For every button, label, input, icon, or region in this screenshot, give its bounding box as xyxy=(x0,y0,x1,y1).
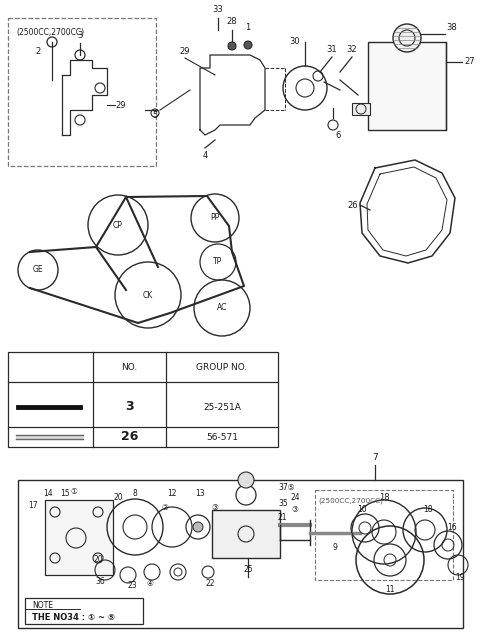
Text: ②: ② xyxy=(162,503,168,512)
Text: 9: 9 xyxy=(333,543,337,552)
Bar xyxy=(18,480,463,628)
Text: 37⑤: 37⑤ xyxy=(278,484,295,493)
Text: 32: 32 xyxy=(347,46,357,55)
Text: 21: 21 xyxy=(278,514,288,522)
Circle shape xyxy=(238,472,254,488)
Text: GROUP NO.: GROUP NO. xyxy=(196,363,248,372)
Text: 16: 16 xyxy=(447,524,457,533)
Text: 13: 13 xyxy=(195,489,205,498)
Text: ①: ① xyxy=(71,488,77,496)
Circle shape xyxy=(393,24,421,52)
Text: GE: GE xyxy=(33,266,43,275)
Text: 25: 25 xyxy=(243,566,253,574)
Text: 20: 20 xyxy=(93,555,103,564)
Text: 27: 27 xyxy=(465,58,475,67)
Text: 33: 33 xyxy=(213,6,223,15)
Circle shape xyxy=(193,522,203,532)
Text: 35: 35 xyxy=(278,498,288,507)
Text: 25-251A: 25-251A xyxy=(203,403,241,411)
Bar xyxy=(45,500,113,575)
Text: 7: 7 xyxy=(372,453,378,462)
Text: TP: TP xyxy=(214,257,223,266)
Bar xyxy=(352,103,370,115)
Text: NO.: NO. xyxy=(121,363,138,372)
Bar xyxy=(25,598,143,624)
Text: 56-571: 56-571 xyxy=(206,432,238,441)
Text: 15: 15 xyxy=(60,489,70,498)
Text: 12: 12 xyxy=(167,489,177,498)
Bar xyxy=(8,352,278,447)
Text: CK: CK xyxy=(143,290,153,299)
Text: 20: 20 xyxy=(113,493,123,503)
Text: NOTE: NOTE xyxy=(32,601,53,610)
Text: 17: 17 xyxy=(28,500,38,510)
Text: 11: 11 xyxy=(385,586,395,595)
Circle shape xyxy=(244,41,252,49)
Text: 24: 24 xyxy=(290,493,300,503)
Bar xyxy=(212,510,280,558)
Text: ③: ③ xyxy=(291,505,299,515)
Circle shape xyxy=(228,42,236,50)
Text: 26: 26 xyxy=(121,430,138,444)
Text: 29: 29 xyxy=(180,48,190,56)
Text: 5: 5 xyxy=(152,110,157,119)
Text: 6: 6 xyxy=(336,131,341,139)
Text: 26: 26 xyxy=(348,200,358,209)
Text: PP: PP xyxy=(210,214,220,223)
Text: 3: 3 xyxy=(77,30,83,39)
Text: 4: 4 xyxy=(203,150,208,160)
Text: 38: 38 xyxy=(446,23,457,32)
Text: 14: 14 xyxy=(43,489,53,498)
Text: 2: 2 xyxy=(36,48,41,56)
Bar xyxy=(315,490,453,580)
Text: 19: 19 xyxy=(455,574,465,583)
Text: AC: AC xyxy=(217,304,227,313)
Bar xyxy=(8,18,156,166)
Text: 10: 10 xyxy=(357,505,367,515)
Text: ③: ③ xyxy=(212,503,218,512)
Text: CP: CP xyxy=(113,221,123,230)
Text: 36: 36 xyxy=(95,578,105,586)
Text: 29: 29 xyxy=(115,101,125,110)
Text: 8: 8 xyxy=(132,489,137,498)
Text: ④: ④ xyxy=(146,579,154,588)
Text: 18: 18 xyxy=(423,505,433,515)
Text: 22: 22 xyxy=(205,579,215,588)
Text: 30: 30 xyxy=(290,37,300,46)
Text: 28: 28 xyxy=(227,18,237,27)
Text: 23: 23 xyxy=(127,581,137,590)
Text: (2500CC,2700CC): (2500CC,2700CC) xyxy=(16,28,84,37)
Text: 31: 31 xyxy=(327,46,337,55)
Text: 3: 3 xyxy=(125,401,134,413)
Text: THE NO34 : ① ~ ⑤: THE NO34 : ① ~ ⑤ xyxy=(32,612,115,621)
Text: (2500CC,2700CC): (2500CC,2700CC) xyxy=(318,498,383,505)
Text: 1: 1 xyxy=(245,23,251,32)
Text: 18: 18 xyxy=(379,493,389,501)
Bar xyxy=(368,42,446,130)
